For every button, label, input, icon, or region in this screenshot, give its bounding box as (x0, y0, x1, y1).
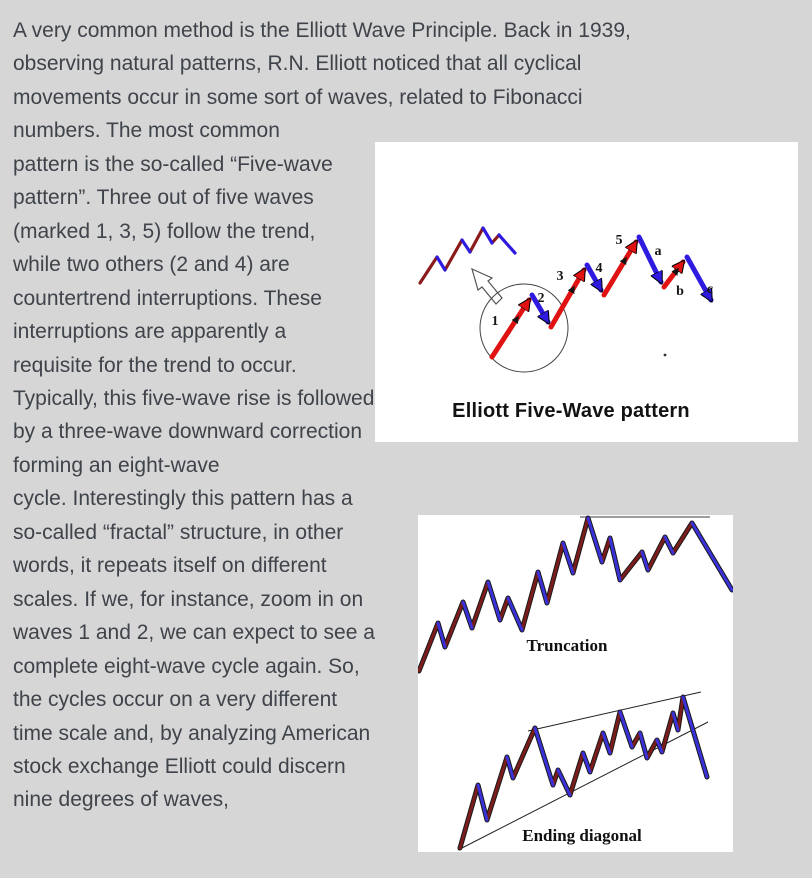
paragraph-line: forming an eight-wave (13, 453, 220, 477)
paragraph-line: while two others (2 and 4) are (13, 253, 290, 277)
paragraph-line: interruptions are apparently a (13, 320, 287, 344)
mini-wave (418, 226, 517, 285)
zoom-circle (479, 283, 569, 373)
paragraph-line: movements occur in some sort of waves, r… (13, 85, 583, 109)
paragraph-line: complete eight-wave cycle again. So, (13, 654, 360, 678)
truncation-wave (418, 515, 733, 674)
paragraph-line: nine degrees of waves, (13, 788, 229, 812)
paragraph: A very common method is the Elliott Wave… (13, 14, 631, 817)
paragraph-line: by a three-wave downward correction (13, 420, 363, 444)
paragraph-line: requisite for the trend to occur. (13, 353, 297, 377)
stray-dot (663, 353, 667, 357)
wave-label-a: a (655, 244, 662, 259)
wave-label-4: 4 (596, 261, 603, 276)
wave-label-c: c (707, 282, 713, 297)
wave-label-1: 1 (492, 314, 499, 329)
paragraph-line: stock exchange Elliott could discern (13, 754, 346, 778)
figure-elliott-five-wave: 1 2 3 4 5 a b c Elliott Five-Wave patter… (375, 142, 798, 442)
paragraph-line: the cycles occur on a very different (13, 688, 338, 712)
truncation-ending-diagram (418, 515, 733, 851)
paragraph-line: scales. If we, for instance, zoom in on (13, 587, 364, 611)
paragraph-line: time scale and, by analyzing American (13, 721, 371, 745)
figure-truncation-ending-diagonal: Truncation Ending diagonal (418, 515, 733, 852)
five-wave-diagram: 1 2 3 4 5 a b c (418, 226, 714, 373)
paragraph-line: waves 1 and 2, we can expect to see a (13, 621, 375, 645)
paragraph-line: words, it repeats itself on different (13, 554, 327, 578)
wave-label-b: b (676, 284, 684, 299)
wave-label-2: 2 (538, 291, 545, 306)
wedge-upper-line (527, 691, 702, 732)
wave-label-3: 3 (557, 269, 564, 284)
ending-diagonal-caption: Ending diagonal (522, 826, 642, 845)
paragraph-line: pattern is the so-called “Five-wave (13, 152, 333, 176)
paragraph-line: observing natural patterns, R.N. Elliott… (13, 52, 582, 76)
truncation-caption: Truncation (526, 636, 608, 655)
wave-label-5: 5 (616, 233, 623, 248)
paragraph-line: numbers. The most common (13, 119, 280, 143)
paragraph-line: so-called “fractal” structure, in other (13, 520, 344, 544)
ending-diagonal-wave (457, 694, 710, 851)
paragraph-line: Typically, this five-wave rise is follow… (13, 386, 375, 410)
paragraph-line: cycle. Interestingly this pattern has a (13, 487, 353, 511)
paragraph-line: pattern”. Three out of five waves (13, 186, 314, 210)
paragraph-line: A very common method is the Elliott Wave… (13, 19, 631, 42)
corrective-waves (529, 234, 714, 322)
paragraph-line: (marked 1, 3, 5) follow the trend, (13, 219, 316, 243)
figure1-caption: Elliott Five-Wave pattern (452, 400, 690, 422)
paragraph-line: countertrend interruptions. These (13, 286, 322, 310)
